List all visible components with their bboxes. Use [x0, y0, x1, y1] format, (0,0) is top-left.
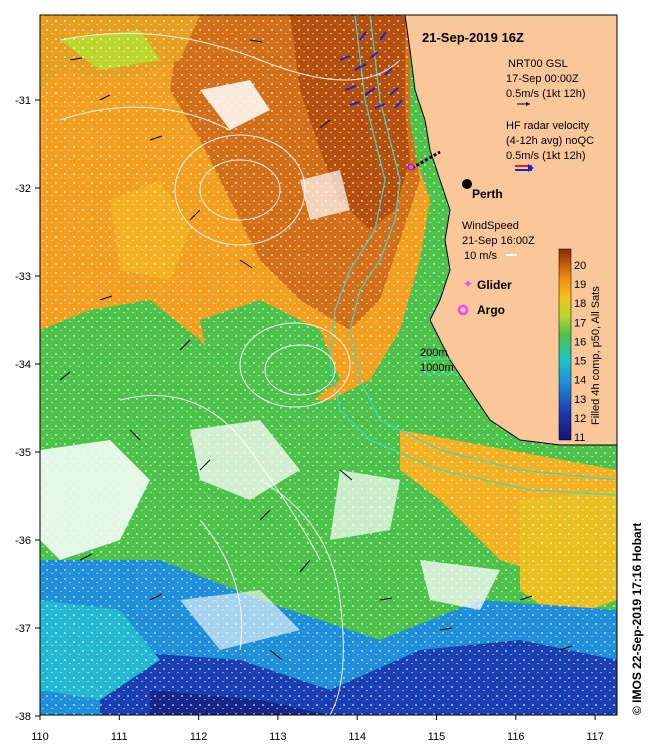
- sea-level-contours: [59, 32, 401, 715]
- x-tick-label: 117: [586, 731, 604, 743]
- legend-gsl-line3: 0.5m/s (1kt 12h): [506, 88, 585, 100]
- colorbar-tick-label: 19: [574, 279, 586, 291]
- colorbar-tick-label: 12: [574, 413, 586, 425]
- colorbar-tick-label: 14: [574, 375, 586, 387]
- x-tick-label: 114: [348, 731, 366, 743]
- glider-position: [407, 163, 415, 171]
- x-tick-label: 112: [190, 731, 208, 743]
- colorbar-tick-label: 20: [574, 260, 586, 272]
- glider-marker-icon: ✦: [463, 277, 473, 291]
- legend-gsl-line1: NRT00 GSL: [508, 58, 568, 70]
- legend-iso200: 200m: [420, 347, 448, 359]
- colorbar-tick-label: 15: [574, 356, 586, 368]
- legend-glider: Glider: [477, 278, 512, 292]
- perth-marker: [462, 179, 472, 189]
- y-tick-label: -36: [15, 535, 31, 547]
- legend-hf-line1: HF radar velocity: [506, 120, 590, 132]
- x-tick-label: 116: [507, 731, 525, 743]
- colorbar-tick-label: 17: [574, 317, 586, 329]
- colorbar: [558, 248, 572, 441]
- y-tick-label: -37: [15, 623, 31, 635]
- city-label: Perth: [472, 187, 503, 201]
- isobath-200m: [349, 15, 617, 481]
- legend-hf-line2: (4-12h avg) noQC: [506, 135, 594, 147]
- y-axis-ticks: -31 -32 -33 -34 -35 -36 -37 -38: [15, 95, 40, 723]
- legend-wind-line3: 10 m/s: [464, 250, 498, 262]
- y-tick-label: -33: [15, 271, 31, 283]
- colorbar-tick-label: 18: [574, 298, 586, 310]
- y-tick-label: -34: [15, 359, 31, 371]
- sst-field: [40, 15, 617, 715]
- legend-wind-line2: 21-Sep 16:00Z: [462, 235, 535, 247]
- gsl-velocity-arrows: [59, 39, 573, 661]
- legend-iso1000: 1000m: [420, 362, 454, 374]
- y-tick-label: -38: [15, 711, 31, 723]
- legend-hf-line3: 0.5m/s (1kt 12h): [506, 150, 585, 162]
- hf-radar-arrows: [339, 31, 403, 109]
- argo-marker-icon: [457, 304, 469, 316]
- colorbar-ticks: 20 19 18 17 16 15 14 13 12 11: [574, 260, 586, 444]
- colorbar-title: Filled 4h comp, p50, All Sats: [590, 286, 602, 425]
- x-tick-label: 113: [269, 731, 287, 743]
- map-legend: NRT00 GSL 17-Sep 00:00Z 0.5m/s (1kt 12h)…: [420, 58, 594, 375]
- x-axis-ticks: 110 111 112 113 114 115 116 117: [31, 715, 604, 743]
- colorbar-tick-label: 16: [574, 336, 586, 348]
- y-tick-label: -32: [15, 183, 31, 195]
- legend-wind-line1: WindSpeed: [462, 220, 519, 232]
- legend-gsl-line2: 17-Sep 00:00Z: [506, 73, 579, 85]
- credit-text: © IMOS 22-Sep-2019 17:16 Hobart: [630, 522, 644, 715]
- x-tick-label: 110: [31, 731, 49, 743]
- colorbar-tick-label: 11: [574, 432, 585, 444]
- map-title: 21-Sep-2019 16Z: [422, 30, 524, 45]
- legend-argo: Argo: [477, 303, 505, 317]
- x-tick-label: 111: [111, 731, 128, 743]
- y-tick-label: -35: [15, 447, 31, 459]
- x-tick-label: 115: [428, 731, 446, 743]
- isobath-1000m: [329, 15, 617, 496]
- y-tick-label: -31: [15, 95, 31, 107]
- colorbar-tick-label: 13: [574, 394, 586, 406]
